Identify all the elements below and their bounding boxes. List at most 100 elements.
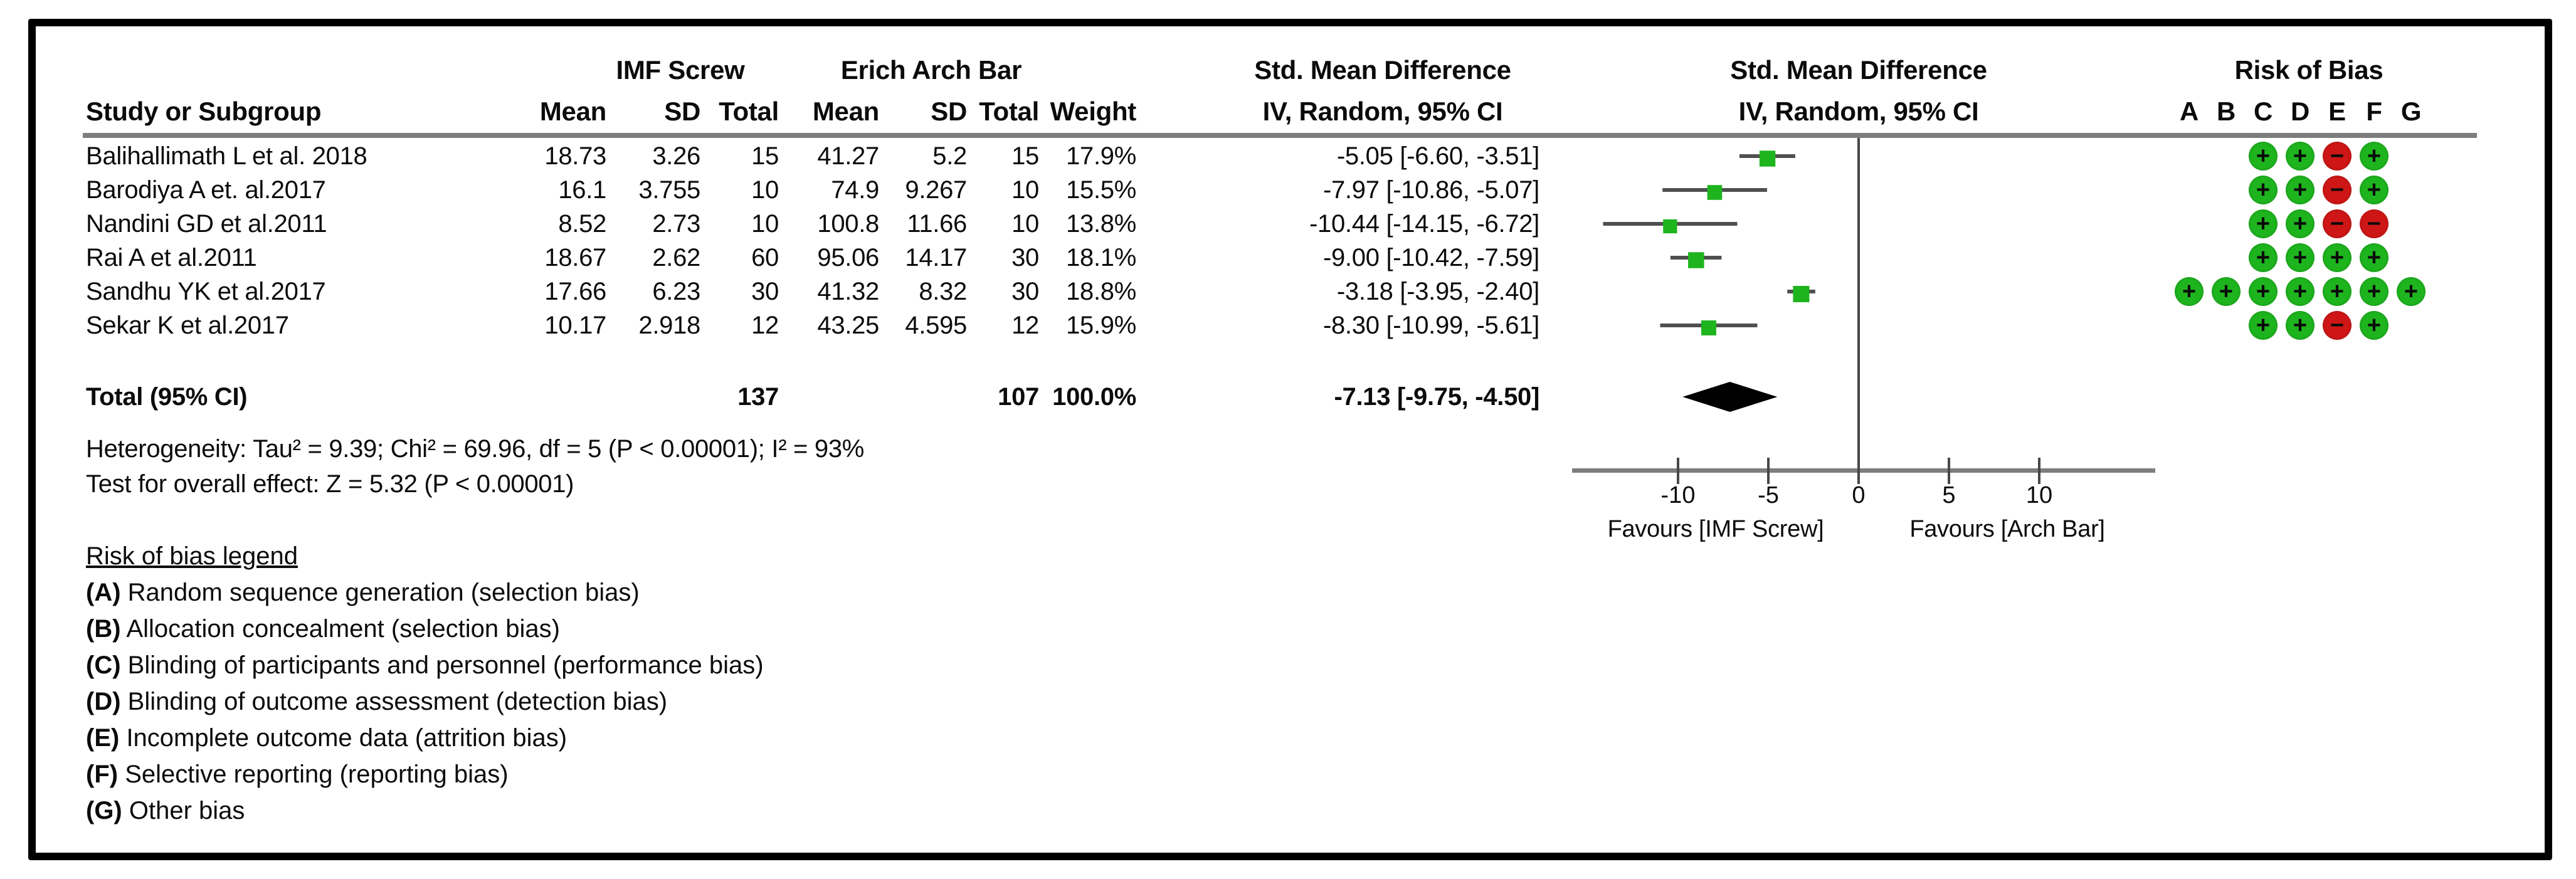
study-ci-text: -10.44 [-14.15, -6.72] xyxy=(1309,210,1539,238)
legend-item-key: (F) xyxy=(86,761,119,788)
favours-left-label: Favours [IMF Screw] xyxy=(1607,516,1824,542)
study-sd1: 2.62 xyxy=(652,244,700,271)
study-mean1: 16.1 xyxy=(558,176,606,204)
rob-dot-D-low: + xyxy=(2286,209,2315,238)
study-sd1: 6.23 xyxy=(652,278,700,305)
study-ci-text: -7.97 [-10.86, -5.07] xyxy=(1322,176,1539,204)
forest-plot-figure: IMF Screw Erich Arch Bar Std. Mean Diffe… xyxy=(28,19,2552,860)
legend-item-text: Blinding of participants and personnel (… xyxy=(120,651,764,679)
effect-marker xyxy=(1663,219,1677,234)
effect-marker xyxy=(1701,320,1716,335)
study-weight: 13.8% xyxy=(1066,210,1136,238)
rob-dot-D-low: + xyxy=(2286,243,2315,272)
study-mean1: 18.73 xyxy=(544,142,606,170)
x-axis-tick xyxy=(2038,458,2040,484)
rob-dot-C-low: + xyxy=(2249,176,2278,204)
rob-dot-D-low: + xyxy=(2286,142,2315,171)
legend-item-text: Incomplete outcome data (attrition bias) xyxy=(119,724,567,752)
total-ci: -7.13 [-9.75, -4.50] xyxy=(1334,383,1540,411)
study-total1: 30 xyxy=(751,278,779,305)
study-weight: 18.1% xyxy=(1066,244,1136,271)
rob-letter-E: E xyxy=(2328,97,2346,126)
sd2-column-header: SD xyxy=(931,97,967,126)
study-sd1: 2.73 xyxy=(652,210,700,238)
risk-of-bias-legend: Risk of bias legend (A) Random sequence … xyxy=(86,538,764,829)
x-axis-tick xyxy=(1857,458,1860,484)
rob-dot-E-high: − xyxy=(2323,209,2352,238)
header-layer: IMF Screw Erich Arch Bar Std. Mean Diffe… xyxy=(36,26,2545,853)
study-sd2: 14.17 xyxy=(905,244,967,271)
study-mean1: 10.17 xyxy=(544,312,606,339)
weight-column-header: Weight xyxy=(1050,97,1137,126)
study-total2: 10 xyxy=(1011,210,1039,238)
study-ci-text: -8.30 [-10.99, -5.61] xyxy=(1322,312,1539,339)
study-total1: 15 xyxy=(751,142,779,170)
rob-dot-D-low: + xyxy=(2286,277,2315,306)
study-total2: 30 xyxy=(1011,244,1039,271)
effect-marker xyxy=(1707,185,1723,200)
study-total2: 15 xyxy=(1011,142,1039,170)
study-name: Barodiya A et. al.2017 xyxy=(86,176,326,204)
rob-dot-E-low: + xyxy=(2323,277,2352,306)
total-n1: 137 xyxy=(737,383,779,411)
study-sd1: 3.755 xyxy=(638,176,700,204)
study-mean1: 17.66 xyxy=(544,278,606,305)
smd-plot-header: Std. Mean Difference xyxy=(1730,55,1987,85)
study-name: Sekar K et al.2017 xyxy=(86,312,289,339)
axis-tick-label: 10 xyxy=(2025,482,2053,508)
rob-dot-F-low: + xyxy=(2360,277,2389,306)
table-rows-layer: Balihallimath L et al. 2018 18.73 3.26 15 41… xyxy=(36,26,2545,853)
x-axis-tick xyxy=(1767,458,1770,484)
study-ci-text: -9.00 [-10.42, -7.59] xyxy=(1322,244,1539,271)
rob-dot-F-low: + xyxy=(2360,311,2389,340)
header-underline xyxy=(83,133,2477,138)
rob-dot-A-low: + xyxy=(2175,277,2204,306)
sd1-column-header: SD xyxy=(664,97,700,126)
study-sd1: 2.918 xyxy=(638,312,700,339)
legend-title: Risk of bias legend xyxy=(86,542,298,570)
legend-item: (D) Blinding of outcome assessment (dete… xyxy=(86,683,764,720)
total1-column-header: Total xyxy=(719,97,779,126)
axis-tick-label: -10 xyxy=(1660,482,1696,508)
rob-letter-G: G xyxy=(2400,97,2422,126)
rob-dot-E-low: + xyxy=(2323,243,2352,272)
study-weight: 17.9% xyxy=(1066,142,1136,170)
legend-item: (C) Blinding of participants and personn… xyxy=(86,647,764,683)
study-total1: 10 xyxy=(751,176,779,204)
favours-right-label: Favours [Arch Bar] xyxy=(1909,516,2105,542)
study-mean2: 100.8 xyxy=(817,210,879,238)
iv-text-column-header: IV, Random, 95% CI xyxy=(1262,97,1503,126)
legend-item-key: (C) xyxy=(86,651,121,679)
rob-dot-F-low: + xyxy=(2360,243,2389,272)
legend-item-key: (G) xyxy=(86,797,122,824)
pooled-diamond xyxy=(1682,382,1778,412)
study-ci-text: -5.05 [-6.60, -3.51] xyxy=(1336,142,1539,170)
axis-tick-label: 0 xyxy=(1852,482,1866,508)
study-sd2: 11.66 xyxy=(907,210,967,238)
legend-item-key: (E) xyxy=(86,724,120,752)
study-total1: 10 xyxy=(751,210,779,238)
zero-line xyxy=(1857,138,1860,470)
study-sd2: 4.595 xyxy=(905,312,967,339)
iv-plot-column-header: IV, Random, 95% CI xyxy=(1738,97,1979,126)
effect-marker xyxy=(1759,150,1776,167)
rob-dot-D-low: + xyxy=(2286,176,2315,204)
study-mean1: 8.52 xyxy=(558,210,606,238)
study-name: Sandhu YK et al.2017 xyxy=(86,278,326,305)
rob-dot-E-high: − xyxy=(2323,311,2352,340)
x-axis-tick xyxy=(1677,458,1679,484)
study-total2: 12 xyxy=(1011,312,1039,339)
legend-item-text: Random sequence generation (selection bi… xyxy=(120,579,640,606)
study-sd2: 8.32 xyxy=(919,278,967,305)
effect-marker xyxy=(1688,252,1704,268)
legend-item-key: (D) xyxy=(86,688,121,715)
study-mean2: 95.06 xyxy=(817,244,879,271)
rob-letter-B: B xyxy=(2216,97,2236,126)
group1-header: IMF Screw xyxy=(616,55,745,85)
study-mean2: 41.27 xyxy=(817,142,879,170)
legend-item-text: Other bias xyxy=(122,797,245,824)
axis-tick-label: 5 xyxy=(1942,482,1956,508)
study-mean2: 43.25 xyxy=(817,312,879,339)
rob-dot-C-low: + xyxy=(2249,209,2278,238)
total2-column-header: Total xyxy=(979,97,1039,126)
